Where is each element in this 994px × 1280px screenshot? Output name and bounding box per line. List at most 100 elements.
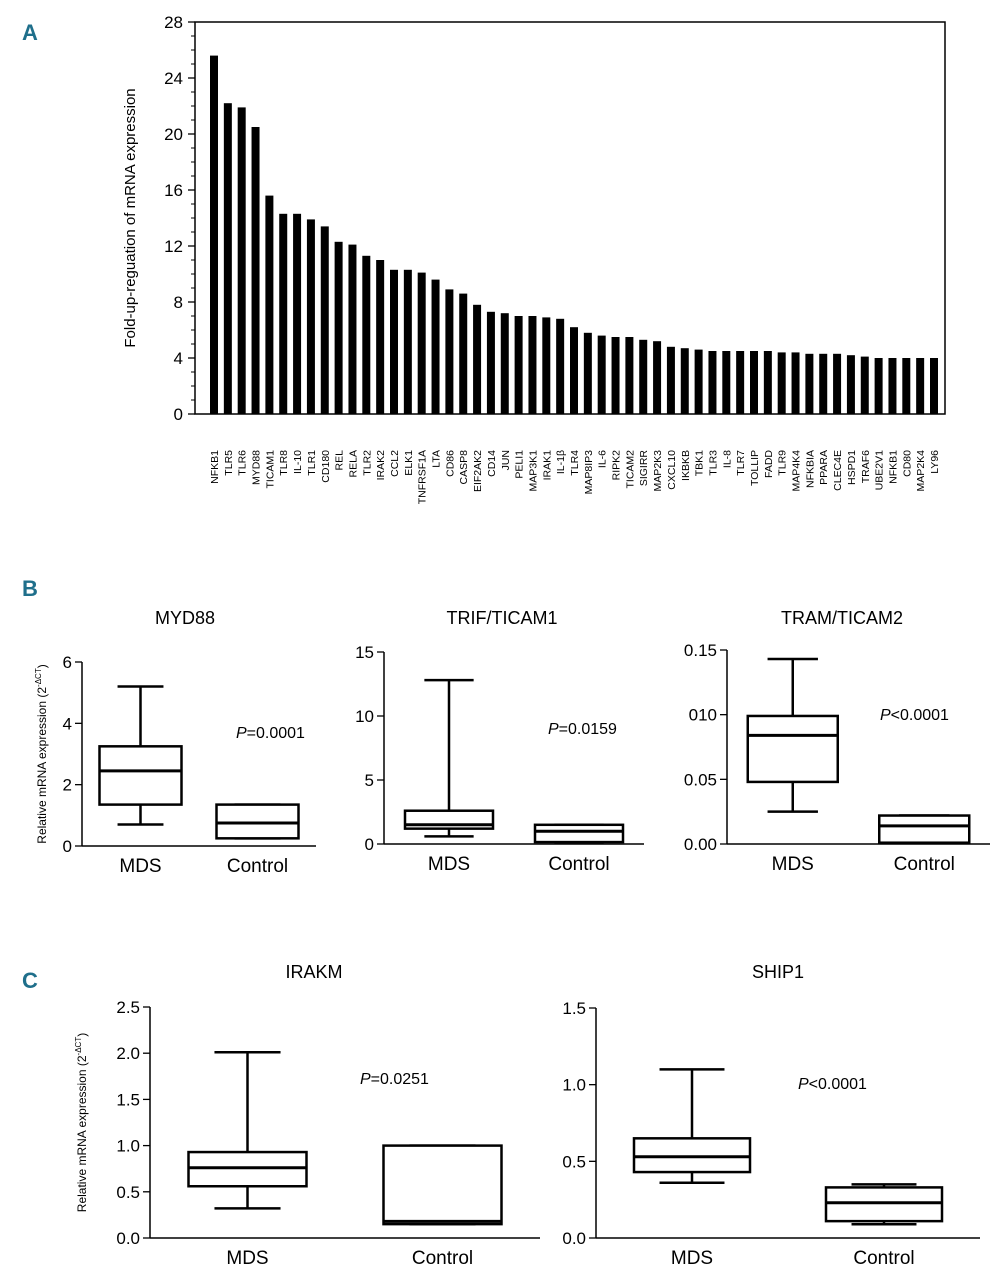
y-tick-label: 1.5 <box>116 1090 140 1109</box>
bar-tbk1 <box>694 349 703 414</box>
x-tick-label: CLEC4E <box>832 450 844 491</box>
bar-il-10 <box>293 213 302 414</box>
p-value-symbol: P <box>236 725 247 742</box>
x-tick-label-control: Control <box>227 856 288 877</box>
box-plot-trif-ticam1: TRIF/TICAM1 0 5 10 15 MDS Control P=0.0159 <box>355 608 644 875</box>
y-tick-label: 0.0 <box>116 1229 140 1248</box>
bar-tlr1 <box>306 219 315 414</box>
p-value-symbol: P <box>360 1071 371 1088</box>
x-tick-label: MAP4K4 <box>791 450 803 492</box>
x-tick-label-mds: MDS <box>428 854 470 875</box>
box-mds <box>632 1137 752 1174</box>
x-tick-label: JUN <box>500 450 512 470</box>
x-tick-label: MAP3K1 <box>527 450 539 492</box>
x-tick-label: IL-6 <box>597 450 609 468</box>
box-mds <box>746 714 839 784</box>
p-value-symbol: P <box>798 1076 809 1093</box>
p-value-symbol: P <box>548 721 559 738</box>
bar-cd86 <box>445 289 454 414</box>
bar-tlr4 <box>570 327 578 414</box>
y-tick-label: 1.5 <box>562 999 586 1018</box>
y-tick-label: 4 <box>174 349 183 368</box>
x-tick-label: IRAK2 <box>375 450 387 481</box>
bar-tlr2 <box>362 255 371 414</box>
p-value: P=0.0159 <box>548 721 617 738</box>
x-tick-label: EIF2AK2 <box>472 450 484 492</box>
x-tick-label: RIPK2 <box>611 450 623 481</box>
x-tick-label: TLR2 <box>361 450 373 476</box>
x-tick-label: CD14 <box>486 450 498 477</box>
bar-ube2v1 <box>874 358 883 414</box>
bar-clec4e <box>833 353 842 414</box>
p-value: P<0.0001 <box>880 707 949 724</box>
p-value: P=0.0001 <box>236 725 305 742</box>
bar-rela <box>348 244 357 414</box>
bar-irak2 <box>376 260 385 414</box>
x-tick-label: CD80 <box>901 450 913 477</box>
p-value-number: <0.0001 <box>809 1076 867 1093</box>
chart-title: MYD88 <box>155 608 215 628</box>
x-tick-label: IL-1β <box>555 450 567 474</box>
y-tick-label: 5 <box>365 771 374 790</box>
bar-chart-fold-upregulation: 0 4 8 12 16 20 24 28 Fold-up-reguation of mRNA e… <box>122 13 946 504</box>
panel-label-b: B <box>22 576 38 601</box>
x-tick-label: MYD88 <box>251 450 263 485</box>
x-tick-label-mds: MDS <box>772 854 814 875</box>
y-tick-label: 20 <box>164 125 183 144</box>
y-axis-label-text: Relative mRNA expression (2 <box>75 1055 89 1212</box>
x-tick-label: IKBKB <box>680 450 692 481</box>
x-tick-label: IL-10 <box>292 450 304 474</box>
y-tick-label: 4 <box>63 714 72 733</box>
y-axis-label-text: Relative mRNA expression (2 <box>35 687 49 844</box>
y-tick-label: 0 <box>174 405 183 424</box>
p-value: P=0.0251 <box>360 1071 429 1088</box>
box-plot-irakm: IRAKM 0.0 0.5 1.0 1.5 2.0 2.5 Relative mRNA exp… <box>74 962 540 1269</box>
p-value-number: =0.0001 <box>247 725 305 742</box>
y-axis-label: Relative mRNA expression (2-ΔCT) <box>34 664 49 843</box>
bar-peli1 <box>514 316 523 414</box>
bar-jun <box>500 313 509 414</box>
x-tick-label: UBE2V1 <box>874 450 886 490</box>
chart-title: SHIP1 <box>752 962 804 982</box>
bar-casp8 <box>459 293 468 414</box>
x-tick-label: PELI1 <box>514 450 526 479</box>
x-tick-label: TLR6 <box>237 450 249 476</box>
x-tick-label: FADD <box>763 450 775 478</box>
x-tick-label: TBK1 <box>694 450 706 476</box>
y-tick-label: 12 <box>164 237 183 256</box>
bar-myd88 <box>251 127 260 414</box>
x-tick-label: ELK1 <box>403 450 415 476</box>
y-tick-label: 10 <box>355 707 374 726</box>
y-tick-label: 0.00 <box>684 835 717 854</box>
bar-ccl2 <box>390 269 398 414</box>
bar-ikbkb <box>680 348 689 414</box>
x-tick-label: TICAM1 <box>264 450 276 489</box>
panel-label-a: A <box>22 20 38 45</box>
bar-tlr5 <box>223 103 232 414</box>
y-axis-label: Relative mRNA expression (2-ΔCT) <box>74 1033 89 1212</box>
bar-tollip <box>750 351 758 414</box>
x-tick-label: TLR5 <box>223 450 235 476</box>
bar-lta <box>431 279 440 414</box>
bar-map2k3 <box>653 341 662 414</box>
x-tick-label-mds: MDS <box>226 1248 268 1269</box>
y-tick-label: 2.0 <box>116 1044 140 1063</box>
bar-il-8 <box>722 351 731 414</box>
x-tick-label: NFKB1 <box>887 450 899 484</box>
x-tick-label: TOLLIP <box>749 450 761 486</box>
y-axis-label-superscript: -ΔCT <box>74 1037 83 1056</box>
chart-title: IRAKM <box>285 962 342 982</box>
x-tick-label: MAP2K4 <box>915 450 927 492</box>
y-tick-label: 0 <box>63 837 72 856</box>
box-mds <box>98 745 183 806</box>
x-tick-label-mds: MDS <box>671 1248 713 1269</box>
box-control <box>382 1144 503 1226</box>
bar-tlr9 <box>777 352 786 414</box>
x-tick-label-control: Control <box>853 1248 914 1269</box>
bar-cd14 <box>486 311 495 414</box>
bar-elk1 <box>403 269 412 414</box>
bar-ticam1 <box>265 195 274 414</box>
bar-nfkb1 <box>888 358 897 414</box>
bar-tlr8 <box>279 213 288 414</box>
x-tick-label: LTA <box>431 450 443 468</box>
